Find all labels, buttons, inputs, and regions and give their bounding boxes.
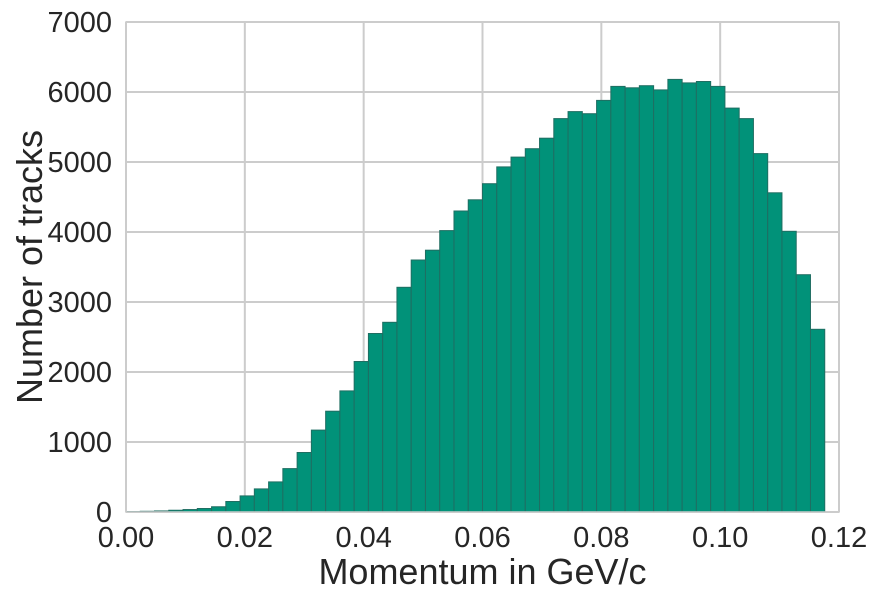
histogram-bar: [225, 501, 241, 513]
x-tick-label: 0.04: [335, 522, 391, 554]
histogram-bar: [353, 361, 369, 513]
histogram-bar: [239, 495, 255, 513]
histogram-bar: [510, 156, 526, 513]
histogram-bar: [681, 82, 697, 513]
histogram-bar: [339, 390, 355, 513]
histogram-bar: [367, 333, 384, 513]
y-tick-label: 3000: [47, 287, 112, 319]
histogram-bar: [809, 328, 826, 513]
plot-frame: [125, 21, 840, 513]
y-tick-label: 6000: [47, 77, 112, 109]
histogram-bar: [638, 85, 655, 513]
y-tick-label: 5000: [47, 147, 112, 179]
histogram-bar: [781, 230, 797, 513]
histogram-bar: [268, 481, 284, 513]
histogram-bar: [482, 183, 498, 513]
y-tick-label: 7000: [47, 7, 112, 39]
histogram-bar: [553, 118, 569, 513]
histogram-bar: [496, 166, 512, 513]
histogram-bar: [581, 113, 598, 513]
histogram-bar: [296, 452, 312, 513]
x-tick-labels: 0.00 0.02 0.04 0.06 0.08 0.10 0.12: [98, 522, 867, 554]
histogram-bar: [710, 85, 726, 513]
x-tick-label: 0.12: [811, 522, 867, 554]
y-tick-label: 1000: [47, 427, 112, 459]
histogram-bar: [653, 89, 669, 513]
x-tick-label: 0.08: [573, 522, 629, 554]
histogram-bar: [310, 429, 327, 513]
histogram-bar: [767, 192, 783, 513]
histogram-bar: [724, 107, 740, 513]
histogram-bar: [253, 488, 270, 513]
histogram-bar: [211, 506, 227, 513]
y-tick-labels: 0 1000 2000 3000 4000 5000 6000 7000: [47, 7, 112, 529]
histogram-bar: [596, 99, 612, 513]
histogram-bar: [695, 81, 712, 513]
histogram-bar: [282, 468, 298, 513]
histogram-bar: [467, 199, 483, 513]
y-axis-title: Number of tracks: [9, 130, 50, 404]
histogram-bar: [795, 274, 811, 513]
y-tick-label: 0: [96, 497, 112, 529]
x-tick-label: 0.00: [98, 522, 154, 554]
histogram-bar: [424, 249, 441, 513]
histogram-bar: [539, 137, 555, 513]
histogram-bar: [752, 153, 769, 513]
x-axis-title: Momentum in GeV/c: [318, 551, 646, 592]
x-tick-label: 0.10: [692, 522, 748, 554]
histogram-bars: [125, 78, 826, 513]
histogram-bar: [396, 286, 412, 513]
histogram-bar: [410, 259, 426, 513]
y-tick-label: 2000: [47, 357, 112, 389]
histogram-bar: [610, 85, 626, 513]
x-tick-label: 0.06: [454, 522, 510, 554]
histogram-bar: [382, 321, 398, 513]
histogram-bar: [453, 210, 469, 513]
histogram-bar: [567, 111, 583, 513]
histogram-bar: [439, 230, 455, 513]
histogram-bar: [325, 410, 341, 513]
x-tick-label: 0.02: [217, 522, 273, 554]
histogram-bar: [738, 118, 754, 513]
histogram-bar: [524, 148, 541, 513]
histogram-bar: [667, 78, 683, 513]
histogram-bar: [624, 87, 640, 513]
y-tick-label: 4000: [47, 217, 112, 249]
